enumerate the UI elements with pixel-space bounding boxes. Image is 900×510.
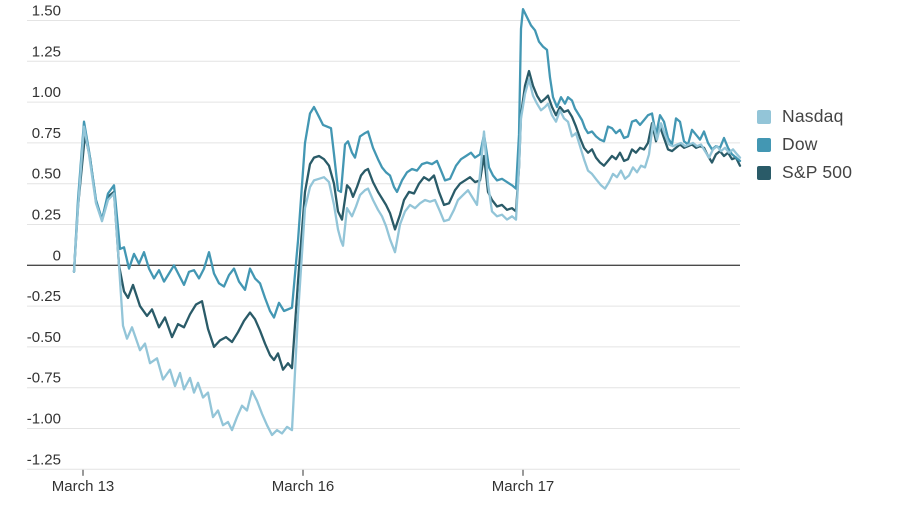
x-tick-label: March 16 — [272, 478, 335, 495]
dow-swatch-icon — [757, 137, 771, 152]
legend-label-nasdaq: Nasdaq — [782, 106, 844, 126]
legend-item-nasdaq: Nasdaq — [757, 106, 852, 127]
series-line-nasdaq — [72, 78, 742, 437]
legend-item-dow: Dow — [757, 134, 852, 155]
y-tick-label: 0.75 — [32, 125, 61, 142]
legend-item-sp500: S&P 500 — [757, 162, 852, 183]
y-tick-label: 1.50 — [32, 3, 61, 20]
y-tick-label: -0.25 — [27, 288, 61, 305]
y-tick-label: 1.25 — [32, 43, 61, 60]
y-tick-label: 0 — [53, 247, 61, 264]
y-tick-label: 0.25 — [32, 207, 61, 224]
nasdaq-swatch-icon — [757, 109, 771, 124]
y-tick-label: 1.00 — [32, 84, 61, 101]
x-tick-label: March 13 — [52, 478, 115, 495]
y-tick-label: -1.25 — [27, 451, 61, 468]
y-tick-label: -0.75 — [27, 370, 61, 387]
sp500-swatch-icon — [757, 165, 771, 180]
series-line-dow — [72, 7, 742, 319]
legend-label-sp500: S&P 500 — [782, 162, 853, 182]
legend-label-dow: Dow — [782, 134, 818, 154]
y-tick-label: -1.00 — [27, 411, 61, 428]
legend: Nasdaq Dow S&P 500 — [757, 106, 852, 183]
series-line-sp500 — [72, 69, 742, 371]
y-tick-label: 0.50 — [32, 166, 61, 183]
y-tick-label: -0.50 — [27, 329, 61, 346]
x-tick-label: March 17 — [492, 478, 555, 495]
